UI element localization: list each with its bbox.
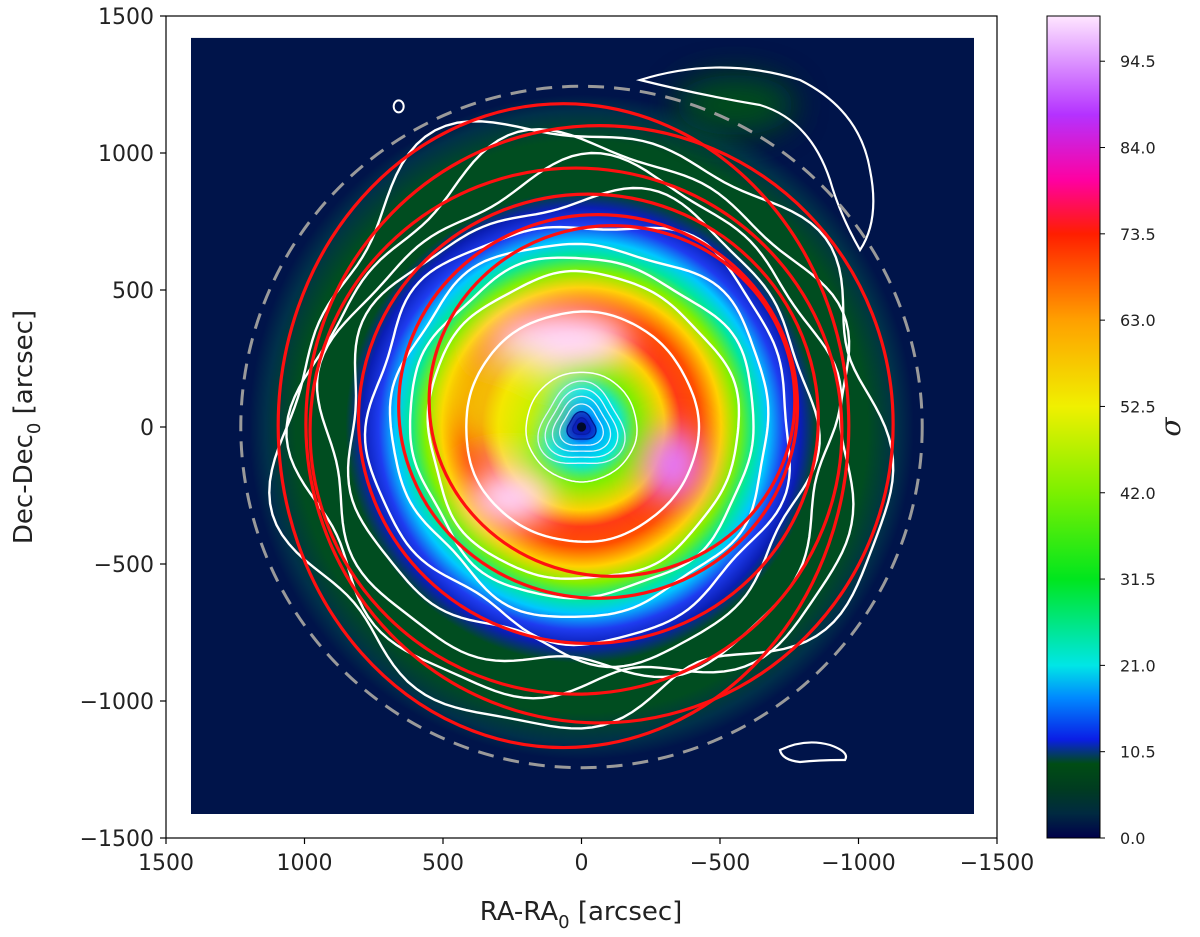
white-contour: [426, 269, 741, 580]
yellow-lobe: [445, 345, 565, 455]
white-contour-island: [392, 99, 405, 114]
green-patch-ne: [675, 75, 795, 135]
white-contour-ne: [635, 66, 875, 253]
x-tick-label: −1500: [960, 851, 1034, 876]
colorbar-tick-label: 63.0: [1120, 311, 1156, 330]
colorbar: [1046, 15, 1101, 839]
white-contour: [346, 186, 821, 669]
y-tick-label: 0: [140, 416, 154, 441]
white-contour-se: [778, 741, 848, 764]
x-axis-ticks: 1500 1000 500 0 −500 −1000 −1500: [138, 838, 1034, 876]
white-contours: [268, 66, 895, 764]
colorbar-tick-label: 84.0: [1120, 139, 1156, 158]
inner-contour: [551, 395, 612, 452]
red-ellipse: [304, 124, 895, 725]
y-tick-label: −1500: [80, 827, 154, 852]
colorbar-tick-label: 10.5: [1120, 743, 1156, 762]
white-contour: [408, 256, 755, 600]
inner-contour: [544, 387, 619, 458]
hotspot-lower-left: [468, 470, 552, 526]
y-tick-label: 1000: [98, 142, 154, 167]
central-core: [576, 422, 587, 432]
y-tick-label: −500: [94, 553, 154, 578]
red-ellipse: [427, 224, 797, 578]
colorbar-tick-label: 21.0: [1120, 656, 1156, 675]
colorbar-tick-label: 52.5: [1120, 397, 1156, 416]
heatmap-blobs: [445, 75, 795, 526]
colorbar-ticks: 0.0 10.5 21.0 31.5 42.0 52.5 63.0 73.5 84.0 94.5: [1100, 52, 1156, 848]
red-ellipse: [397, 213, 800, 600]
y-axis-title: Dec-Dec0 [arcsec]: [9, 310, 45, 544]
x-tick-label: −500: [690, 851, 750, 876]
white-contour: [465, 310, 701, 544]
colorbar-title: σ: [1154, 417, 1187, 437]
red-ellipse: [308, 166, 844, 696]
inner-contour: [537, 380, 626, 464]
colorbar-tick-label: 42.0: [1120, 484, 1156, 503]
colorbar-tick-label: 94.5: [1120, 52, 1156, 71]
dashed-circle: [239, 84, 924, 770]
colorbar-tick-label: 0.0: [1120, 829, 1145, 848]
x-tick-label: 1000: [277, 851, 333, 876]
red-ellipses: [276, 102, 895, 750]
y-tick-label: 1500: [98, 5, 154, 30]
x-tick-label: 1500: [138, 851, 194, 876]
white-contour: [363, 225, 791, 647]
white-contour: [525, 371, 638, 483]
y-tick-label: −1000: [80, 690, 154, 715]
hotspot-right: [643, 429, 703, 501]
y-axis-ticks: 1500 1000 500 0 −500 −1000 −1500: [80, 5, 166, 852]
x-tick-label: 0: [575, 851, 589, 876]
colorbar-tick-label: 73.5: [1120, 225, 1156, 244]
x-tick-label: 500: [422, 851, 464, 876]
red-ellipse: [276, 102, 851, 750]
white-contour: [268, 120, 895, 730]
heatmap: [191, 37, 974, 814]
y-tick-label: 500: [112, 279, 154, 304]
red-ellipse: [356, 192, 820, 646]
x-tick-label: −1000: [821, 851, 895, 876]
inner-contour: [559, 403, 604, 446]
x-axis-title: RA-RA0 [arcsec]: [480, 897, 683, 933]
colorbar-tick-label: 31.5: [1120, 570, 1156, 589]
